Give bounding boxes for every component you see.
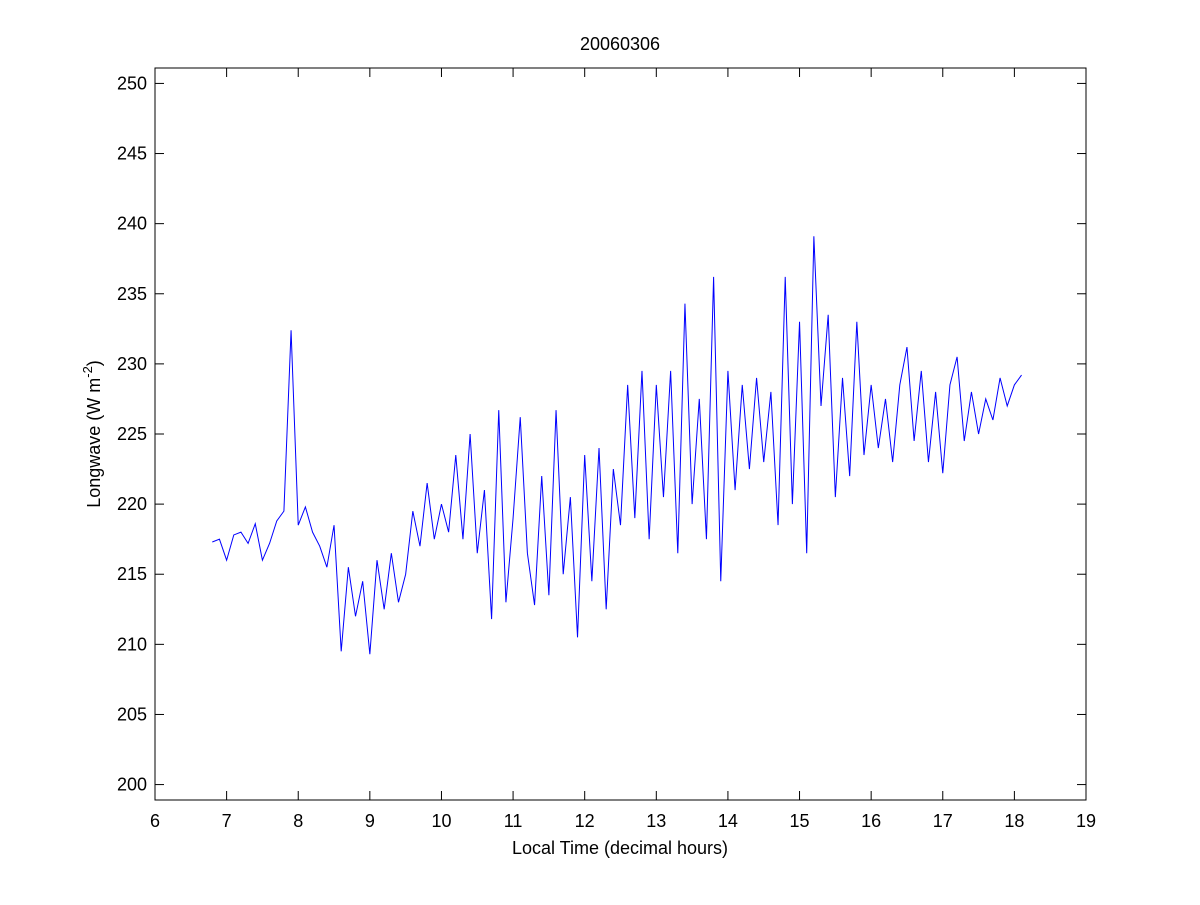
x-tick-label: 17 [933,811,953,831]
y-tick-label: 215 [117,564,147,584]
x-tick-label: 19 [1076,811,1096,831]
x-tick-label: 14 [718,811,738,831]
y-tick-label: 220 [117,494,147,514]
y-axis-label-main: Longwave (W m [84,378,104,508]
x-tick-label: 15 [790,811,810,831]
x-tick-label: 6 [150,811,160,831]
x-tick-label: 8 [293,811,303,831]
x-tick-label: 11 [504,811,523,831]
x-tick-label: 7 [222,811,232,831]
chart-title: 20060306 [580,34,660,54]
y-tick-label: 225 [117,424,147,444]
x-tick-label: 13 [646,811,666,831]
x-tick-label: 18 [1004,811,1024,831]
y-tick-label: 200 [117,775,147,795]
y-tick-label: 240 [117,214,147,234]
x-tick-label: 12 [575,811,595,831]
y-tick-label: 250 [117,73,147,93]
y-tick-label: 230 [117,354,147,374]
y-axis-label-sup: -2 [80,366,95,378]
y-axis-label-end: ) [84,360,104,366]
y-tick-label: 210 [117,634,147,654]
x-tick-label: 10 [431,811,451,831]
y-tick-label: 245 [117,144,147,164]
x-tick-label: 16 [861,811,881,831]
y-axis-label: Longwave (W m-2) [80,360,104,508]
data-line [212,236,1022,655]
y-tick-label: 235 [117,284,147,304]
x-axis-label: Local Time (decimal hours) [512,838,728,858]
y-tick-label: 205 [117,704,147,724]
x-tick-label: 9 [365,811,375,831]
